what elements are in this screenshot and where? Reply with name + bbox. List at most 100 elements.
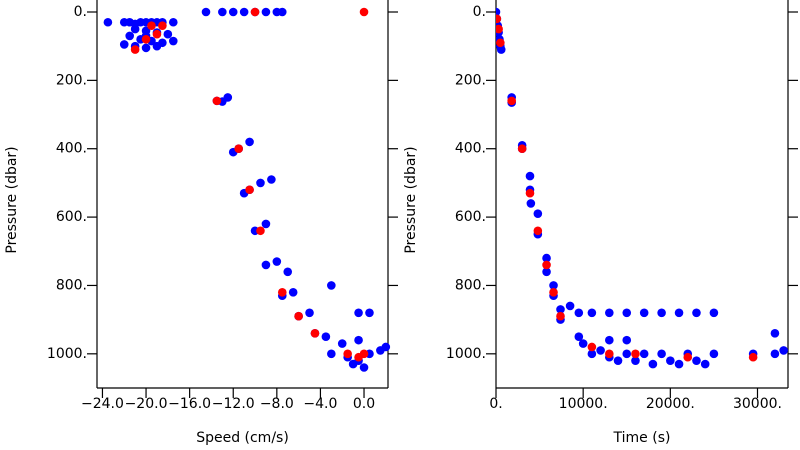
y-tick-label: 200. [455,72,486,88]
data-point [359,363,369,372]
data-point [119,40,129,49]
data-point [250,7,260,17]
data-point [245,137,254,147]
data-point [348,359,358,369]
y-tick-label: 200. [56,72,87,88]
data-point [310,329,320,338]
data-point [666,356,675,365]
data-point [605,308,614,318]
data-point [565,301,575,311]
data-point [779,346,788,355]
y-tick-label: 800. [56,277,87,293]
data-point [517,144,527,154]
data-point [683,352,693,362]
x-tick-label: −16.0 [168,396,211,412]
data-point [130,45,140,54]
data-point [327,281,336,290]
data-point [141,43,151,53]
y-tick-label: 800. [455,277,486,293]
data-point [692,356,701,365]
x-tick-label: 10000. [559,396,608,412]
data-point [674,359,684,369]
data-point [700,359,710,369]
data-point [305,308,314,318]
y-axis-label: Pressure (dbar) [403,146,419,253]
y-tick-label: 0. [473,4,486,20]
data-point [267,175,276,184]
data-point [103,17,113,27]
data-point [234,144,243,154]
data-point [201,7,211,17]
y-tick-label: 600. [56,209,87,225]
y-tick-label: 1000. [47,346,87,362]
data-point [587,342,597,352]
data-point [321,332,331,342]
data-point [496,24,503,34]
data-point [354,335,363,345]
data-point [337,339,347,348]
data-point [613,356,623,365]
x-tick-label: 30000. [733,396,782,412]
data-point [622,308,632,318]
data-point [158,21,167,30]
data-point [256,178,265,188]
data-point [657,349,666,359]
data-point [507,96,516,106]
x-axis-label: Speed (cm/s) [196,430,289,446]
data-point [261,260,271,270]
x-tick-label: 0. [489,396,502,412]
data-point [596,346,605,355]
data-point [574,308,584,318]
data-point [496,45,506,54]
data-point [657,308,666,318]
x-axis-label: Time (s) [613,430,671,446]
data-point [587,349,597,359]
data-point [526,199,536,208]
data-point [343,349,352,359]
data-point [578,339,588,348]
y-tick-label: 400. [56,141,87,157]
data-point [648,359,658,369]
data-point [496,7,501,17]
data-point [770,349,780,359]
data-point [549,287,558,297]
data-point [622,349,632,359]
data-point [277,7,287,17]
data-point [542,260,551,270]
points [103,7,391,372]
data-point [218,7,227,17]
panel: 0. 200. 400. 600. 800. 1000. −24.0 −20.0 −16.0 −1… [4,0,398,446]
y-tick-label: 600. [455,209,486,225]
data-point [168,17,178,27]
points [496,7,788,369]
x-tick-label: −24.0 [81,396,124,412]
data-point [294,311,303,321]
y-tick-label: 1000. [446,346,486,362]
data-point [605,349,614,359]
panel: 0. 200. 400. 600. 800. 1000. 0. 10000. 20000. 300… [403,0,798,446]
x-tick-label: −8.0 [260,396,294,412]
data-point [542,253,551,263]
data-point [168,36,178,46]
data-point [212,96,222,106]
x-tick-label: 20000. [646,396,695,412]
data-point [141,35,151,44]
data-point [574,332,584,342]
data-point [587,308,597,318]
data-point [533,209,543,218]
data-point [525,188,535,198]
x-tick-label: −20.0 [125,396,168,412]
data-point [152,29,162,39]
data-point [748,352,758,362]
data-point [228,7,238,17]
data-point [692,308,701,318]
data-point [639,349,649,359]
y-tick-label: 0. [74,4,87,20]
data-point [130,24,140,34]
data-point [770,329,780,338]
data-point [542,267,551,277]
data-point [288,287,298,297]
data-point [125,31,134,41]
data-point [549,281,558,290]
